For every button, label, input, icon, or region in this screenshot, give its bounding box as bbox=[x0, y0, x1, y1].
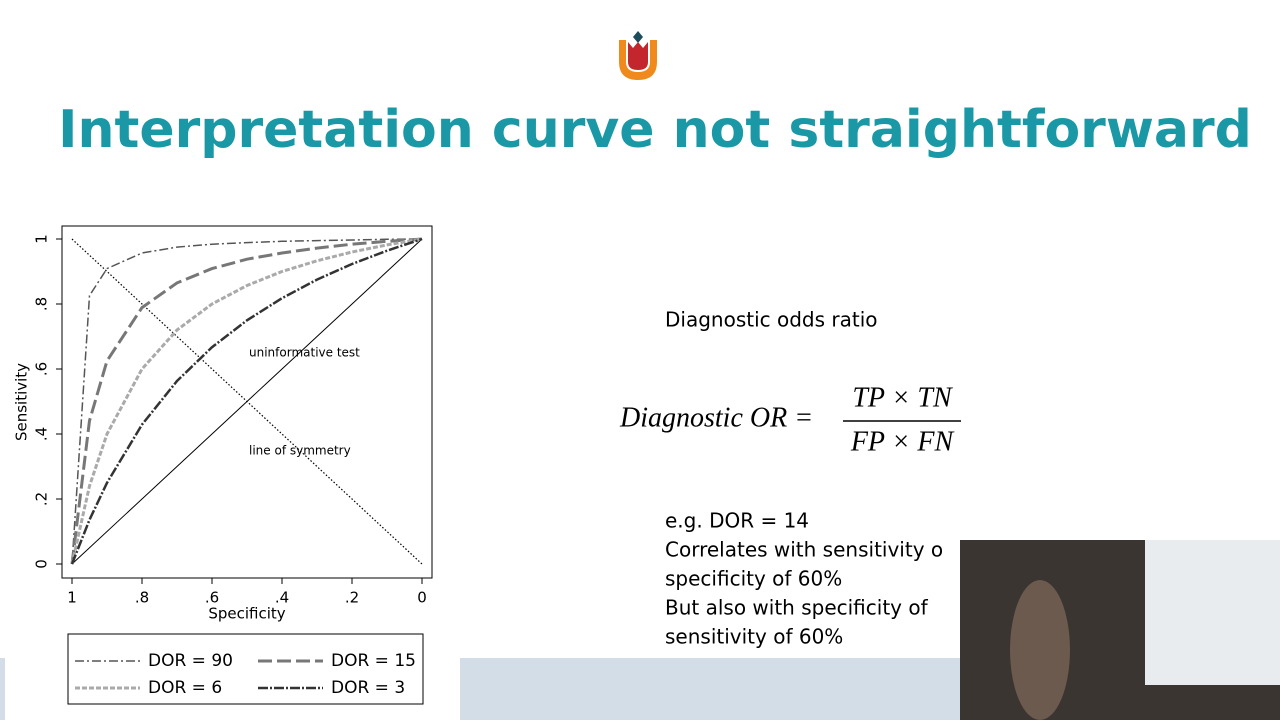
x-axis-label: Specificity bbox=[208, 605, 285, 623]
formula-numerator: TP × TN bbox=[852, 382, 953, 413]
band bbox=[0, 658, 5, 720]
y-tick-label: .6 bbox=[33, 362, 51, 376]
y-axis-label: Sensitivity bbox=[13, 363, 31, 441]
roc-curve bbox=[70, 237, 423, 565]
plot-frame bbox=[61, 225, 433, 579]
content-line: e.g. DOR = 14 bbox=[665, 509, 809, 533]
legend-label: DOR = 15 bbox=[331, 651, 416, 671]
content-heading: Diagnostic odds ratio bbox=[665, 308, 878, 332]
plot: 1 .8 .6 .4 .2 0 0 .2 .4 .6 .8 1 uninformative test li… bbox=[33, 234, 427, 698]
webcam-person bbox=[1010, 580, 1070, 720]
x-tick-label: 0 bbox=[417, 589, 427, 607]
logo bbox=[619, 31, 657, 80]
content-line: But also with specificity of bbox=[665, 596, 929, 620]
slide-title: Interpretation curve not straightforward bbox=[58, 100, 1252, 160]
y-tick-label: .2 bbox=[33, 492, 51, 506]
legend-label: DOR = 6 bbox=[148, 678, 222, 698]
x-tick-label: .2 bbox=[345, 589, 359, 607]
roc-curve bbox=[71, 238, 423, 565]
x-tick-label: .4 bbox=[275, 589, 289, 607]
roc-curve bbox=[70, 237, 423, 565]
y-tick-label: 0 bbox=[33, 559, 51, 569]
annotation: uninformative test bbox=[249, 346, 360, 360]
content-line: specificity of 60% bbox=[665, 567, 842, 591]
y-tick-label: .8 bbox=[33, 297, 51, 311]
formula-lhs: Diagnostic OR = bbox=[619, 402, 813, 433]
x-tick-label: 1 bbox=[67, 589, 77, 607]
y-tick-label: 1 bbox=[33, 234, 51, 244]
y-tick-label: .4 bbox=[33, 427, 51, 441]
content-line: sensitivity of 60% bbox=[665, 625, 843, 649]
webcam-screen bbox=[1145, 540, 1280, 685]
content-lines: e.g. DOR = 14 Correlates with sensitivity… bbox=[665, 509, 943, 649]
symmetry-line bbox=[71, 238, 423, 565]
legend-label: DOR = 90 bbox=[148, 651, 233, 671]
legend-label: DOR = 3 bbox=[331, 678, 405, 698]
x-tick-label: .6 bbox=[205, 589, 219, 607]
roc-curve bbox=[70, 237, 423, 565]
band bbox=[460, 658, 960, 720]
content-line: Correlates with sensitivity o bbox=[665, 538, 943, 562]
legend-frame bbox=[67, 633, 424, 705]
annotation: line of symmetry bbox=[249, 444, 351, 458]
x-tick-label: .8 bbox=[135, 589, 149, 607]
formula-denominator: FP × FN bbox=[850, 426, 955, 457]
